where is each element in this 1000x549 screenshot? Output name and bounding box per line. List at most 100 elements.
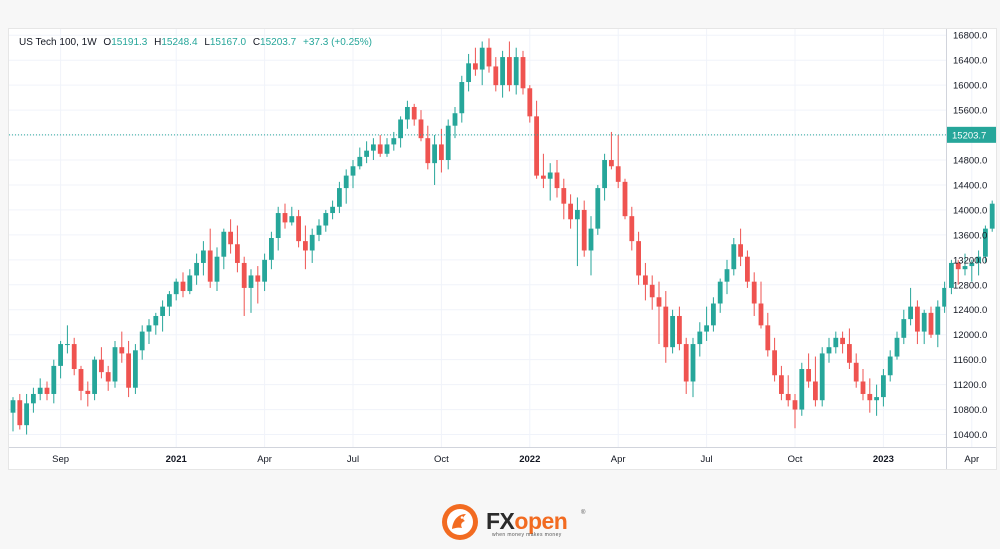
candle-body — [547, 172, 553, 179]
candle-body — [792, 400, 798, 410]
fxopen-logo: FXopen ® when money makes money — [440, 502, 590, 542]
x-tick-label: Apr — [257, 454, 272, 465]
candle-body — [561, 188, 567, 204]
candle-body — [377, 144, 383, 154]
candle-body — [779, 375, 784, 394]
high-value: 15248.4 — [161, 37, 198, 48]
grid-lines — [9, 29, 973, 447]
brand-name-open: open — [514, 508, 568, 534]
candle-body — [683, 344, 689, 382]
candle-body — [112, 347, 118, 382]
candle-body — [588, 228, 594, 251]
candle-body — [643, 275, 648, 285]
y-tick-label: 10800.0 — [953, 405, 987, 416]
candle-body — [303, 241, 308, 251]
candle-body — [622, 181, 628, 217]
open-value: 15191.3 — [111, 37, 148, 48]
last-price-badge — [947, 126, 996, 143]
y-tick-label: 12400.0 — [953, 305, 987, 316]
candle-body — [853, 362, 859, 382]
candle-body — [350, 166, 356, 176]
candle-body — [364, 150, 369, 157]
candle-body — [507, 57, 512, 86]
candle-body — [513, 57, 519, 86]
candles-layer — [10, 38, 995, 435]
candle-body — [677, 315, 682, 345]
candle-body — [486, 47, 492, 67]
candle-body — [894, 337, 900, 357]
chart-panel[interactable]: 16800.016400.016000.015600.015200.014800… — [8, 28, 997, 470]
candle-body — [745, 256, 750, 282]
candle-body — [65, 344, 70, 346]
candle-body — [656, 297, 662, 307]
candle-body — [44, 387, 50, 394]
candle-body — [425, 138, 431, 164]
candle-body — [541, 175, 546, 179]
candle-body — [962, 266, 968, 270]
candle-body — [51, 365, 57, 394]
x-tick-label: Jul — [701, 454, 713, 465]
chart-legend: US Tech 100, 1W O15191.3 H15248.4 L15167… — [19, 37, 372, 48]
candle-body — [255, 275, 261, 282]
candle-body — [180, 281, 186, 292]
low-value: 15167.0 — [209, 37, 247, 48]
change-value: +37.3 (+0.25%) — [302, 37, 372, 48]
price-axis[interactable]: 16800.016400.016000.015600.015200.014800… — [946, 29, 988, 469]
candle-body — [398, 119, 403, 139]
candle-body — [609, 160, 614, 167]
x-tick-label: Oct — [788, 454, 803, 465]
last-price-marker: 15203.7 — [9, 126, 996, 143]
y-tick-label: 13600.0 — [953, 230, 987, 241]
candle-body — [133, 350, 138, 388]
candle-body — [826, 347, 832, 354]
y-tick-label: 12000.0 — [953, 330, 987, 341]
candle-body — [296, 216, 301, 242]
candle-body — [221, 231, 227, 257]
candle-body — [969, 262, 975, 267]
candle-body — [187, 275, 193, 292]
candle-body — [473, 63, 478, 70]
candle-body — [31, 393, 36, 404]
candle-body — [201, 250, 206, 263]
y-tick-label: 12800.0 — [953, 280, 987, 291]
candle-body — [445, 125, 451, 161]
close-value: 15203.7 — [260, 37, 297, 48]
candle-body — [636, 241, 641, 276]
candle-body — [704, 325, 709, 332]
candle-body — [955, 262, 961, 270]
time-axis[interactable]: Sep2021AprJulOct2022AprJulOct2023AprJulO… — [9, 447, 996, 466]
candle-body — [738, 244, 743, 257]
candle-body — [357, 156, 363, 167]
candle-body — [316, 225, 322, 235]
candle-body — [343, 175, 349, 189]
candle-body — [915, 306, 920, 332]
candle-body — [146, 325, 152, 332]
candle-body — [575, 209, 580, 220]
candle-body — [751, 281, 757, 304]
candle-body — [697, 331, 703, 345]
candle-body — [833, 337, 839, 348]
x-tick-label: Apr — [964, 454, 979, 465]
symbol-label: US Tech 100, 1W — [19, 37, 97, 48]
candle-body — [384, 144, 390, 154]
high-key: H — [154, 37, 162, 48]
candle-body — [153, 315, 159, 326]
candle-body — [942, 287, 947, 307]
candle-body — [282, 213, 288, 223]
candle-body — [371, 144, 376, 151]
candlestick-chart[interactable]: 16800.016400.016000.015600.015200.014800… — [9, 29, 996, 469]
y-tick-label: 14400.0 — [953, 180, 987, 191]
y-tick-label: 10400.0 — [953, 430, 987, 441]
candle-body — [663, 306, 669, 348]
candle-body — [731, 244, 737, 270]
candle-body — [405, 106, 410, 120]
x-tick-label: 2023 — [873, 454, 894, 465]
candle-body — [337, 188, 342, 207]
brand-wordmark: FXopen — [486, 508, 568, 535]
candle-body — [432, 144, 437, 164]
candle-body — [391, 138, 397, 145]
candle-body — [595, 188, 601, 229]
candle-body — [85, 390, 91, 394]
candle-body — [214, 256, 220, 282]
candle-body — [119, 347, 125, 354]
